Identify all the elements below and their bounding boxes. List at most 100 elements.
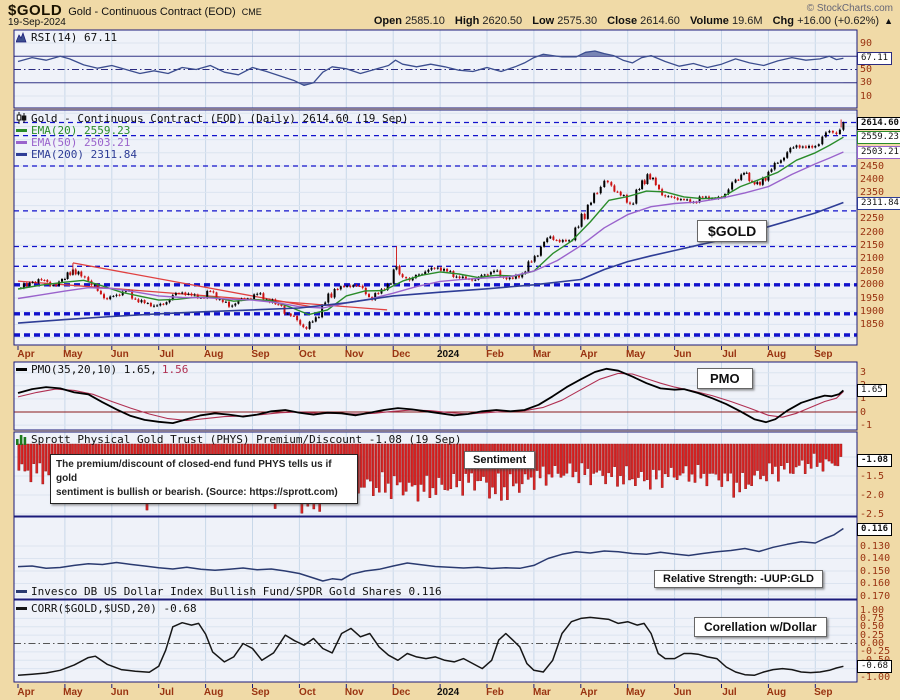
high-label: High: [454, 15, 480, 27]
month-label: May: [625, 349, 646, 360]
pmo-legend-text: PMO(35,20,10) 1.65,: [31, 363, 157, 376]
ema200-line-icon: [16, 153, 27, 156]
month-label: Jul: [722, 349, 737, 360]
axis-tick-label: 2400: [860, 173, 885, 185]
axis-tick-label: 0.75: [860, 612, 885, 624]
annotation-line2: sentiment is bullish or bearish. (Source…: [56, 487, 338, 498]
rsi-legend-text: RSI(14) 67.11: [31, 31, 118, 44]
month-label: Jul: [722, 687, 737, 698]
axis-tick-label: -2.0: [860, 489, 885, 501]
month-label: Mar: [532, 687, 551, 698]
month-label: Jun: [673, 687, 692, 698]
month-label: Aug: [766, 687, 787, 698]
axis-tick-label: 1.00: [860, 604, 885, 616]
axis-tick-label: 10: [860, 90, 873, 102]
axis-tick-label: 0.150: [860, 565, 891, 577]
axis-value-box: 2311.84: [857, 196, 900, 210]
up-arrow-icon: ▲: [884, 16, 893, 26]
corr-line-icon: [16, 607, 27, 610]
corr-legend: CORR($GOLD,$USD,20) -0.68: [16, 603, 197, 615]
axis-tick-label: 2450: [860, 160, 885, 172]
month-label: May: [625, 687, 646, 698]
pmo-legend: PMO(35,20,10) 1.65, 1.56: [16, 364, 188, 376]
axis-tick-label: 2100: [860, 252, 885, 264]
ema20-legend: EMA(20) 2559.23: [16, 125, 130, 137]
axis-tick-label: 0.25: [860, 629, 885, 641]
month-label: Jun: [673, 349, 692, 360]
axis-tick-label: 0.130: [860, 540, 891, 552]
ema50-legend: EMA(50) 2503.21: [16, 137, 130, 149]
axis-tick-label: 1: [860, 393, 867, 405]
page-title: Gold - Continuous Contract (EOD): [68, 6, 236, 18]
axis-tick-label: 2000: [860, 279, 885, 291]
month-label: Feb: [486, 349, 504, 360]
axis-tick-label: 0: [860, 406, 867, 418]
symbol: $GOLD: [8, 2, 63, 19]
chg-value: +16.00 (+0.62%): [797, 15, 880, 27]
month-label: Jul: [159, 349, 174, 360]
low-value: 2575.30: [557, 15, 598, 27]
sentiment-label-box: Sentiment: [464, 451, 536, 469]
axis-value-box: 1.65: [857, 384, 887, 398]
quote-summary: Open 2585.10 High 2620.50 Low 2575.30 Cl…: [367, 15, 893, 27]
month-label: Aug: [203, 687, 224, 698]
pmo-signal-value: 1.56: [161, 363, 189, 376]
exchange-label: CME: [241, 7, 262, 17]
low-label: Low: [532, 15, 555, 27]
ema50-legend-text: EMA(50) 2503.21: [31, 136, 131, 149]
axis-tick-label: 2050: [860, 266, 885, 278]
axis-tick-label: 2250: [860, 213, 885, 225]
month-label: 2024: [436, 687, 460, 698]
copyright: © StockCharts.com: [806, 3, 893, 14]
axis-tick-label: 90: [860, 37, 873, 49]
volume-value: 19.6M: [731, 15, 763, 27]
close-value: 2614.60: [640, 15, 680, 27]
axis-tick-label: 3: [860, 367, 867, 379]
axis-value-box: 0.116: [857, 522, 893, 536]
axis-value-box: -1.08: [857, 454, 893, 467]
axis-value-box: 2503.21: [857, 146, 900, 159]
ema200-legend: EMA(200) 2311.84: [16, 149, 137, 161]
month-label: Jun: [110, 687, 129, 698]
ema20-legend-text: EMA(20) 2559.23: [31, 124, 131, 137]
gold-label-box: $GOLD: [697, 220, 768, 242]
histogram-icon: [16, 435, 27, 445]
rs-legend-text: Invesco DB US Dollar Index Bullish Fund/…: [31, 585, 442, 598]
area-chart-icon: [15, 31, 27, 43]
open-label: Open: [373, 15, 402, 27]
chart-header: $GOLD Gold - Continuous Contract (EOD) C…: [8, 2, 262, 19]
axis-tick-label: -0.25: [860, 646, 891, 658]
axis-tick-label: 0.140: [860, 553, 891, 564]
chart-date: 19-Sep-2024: [8, 17, 66, 28]
month-label: Aug: [203, 349, 224, 360]
open-value: 2585.10: [405, 15, 445, 27]
price-legend-text: Gold - Continuous Contract (EOD) (Daily)…: [31, 112, 409, 125]
month-label: Apr: [580, 687, 598, 698]
axis-tick-label: -1.00: [860, 671, 891, 683]
ema20-line-icon: [16, 129, 27, 132]
phys-annotation-box: The premium/discount of closed-end fund …: [50, 454, 358, 504]
month-label: 2024: [436, 349, 460, 360]
month-label: Apr: [17, 349, 35, 360]
month-label: May: [63, 687, 83, 698]
axis-tick-label: 2200: [860, 226, 885, 238]
month-label: Apr: [17, 687, 35, 698]
axis-tick-label: 0.170: [860, 590, 891, 602]
month-label: Sep: [251, 349, 270, 360]
axis-tick-label: 1850: [860, 318, 885, 330]
rs-legend: Invesco DB US Dollar Index Bullish Fund/…: [16, 586, 442, 598]
month-label: Nov: [344, 349, 364, 360]
pmo-label-box: PMO: [697, 368, 753, 389]
month-label: Dec: [392, 349, 411, 360]
month-label: Oct: [299, 349, 316, 360]
month-label: Apr: [580, 349, 598, 360]
axis-value-box: -0.68: [857, 660, 893, 674]
relative-strength-label-box: Relative Strength: -UUP:GLD: [654, 570, 823, 588]
axis-value-box: 67.11: [857, 52, 893, 66]
axis-tick-label: 50: [860, 64, 873, 75]
axis-tick-label: -1.5: [860, 470, 885, 482]
month-label: Sep: [251, 687, 270, 698]
month-label: Feb: [486, 687, 504, 698]
axis-tick-label: 0.00: [860, 638, 885, 649]
